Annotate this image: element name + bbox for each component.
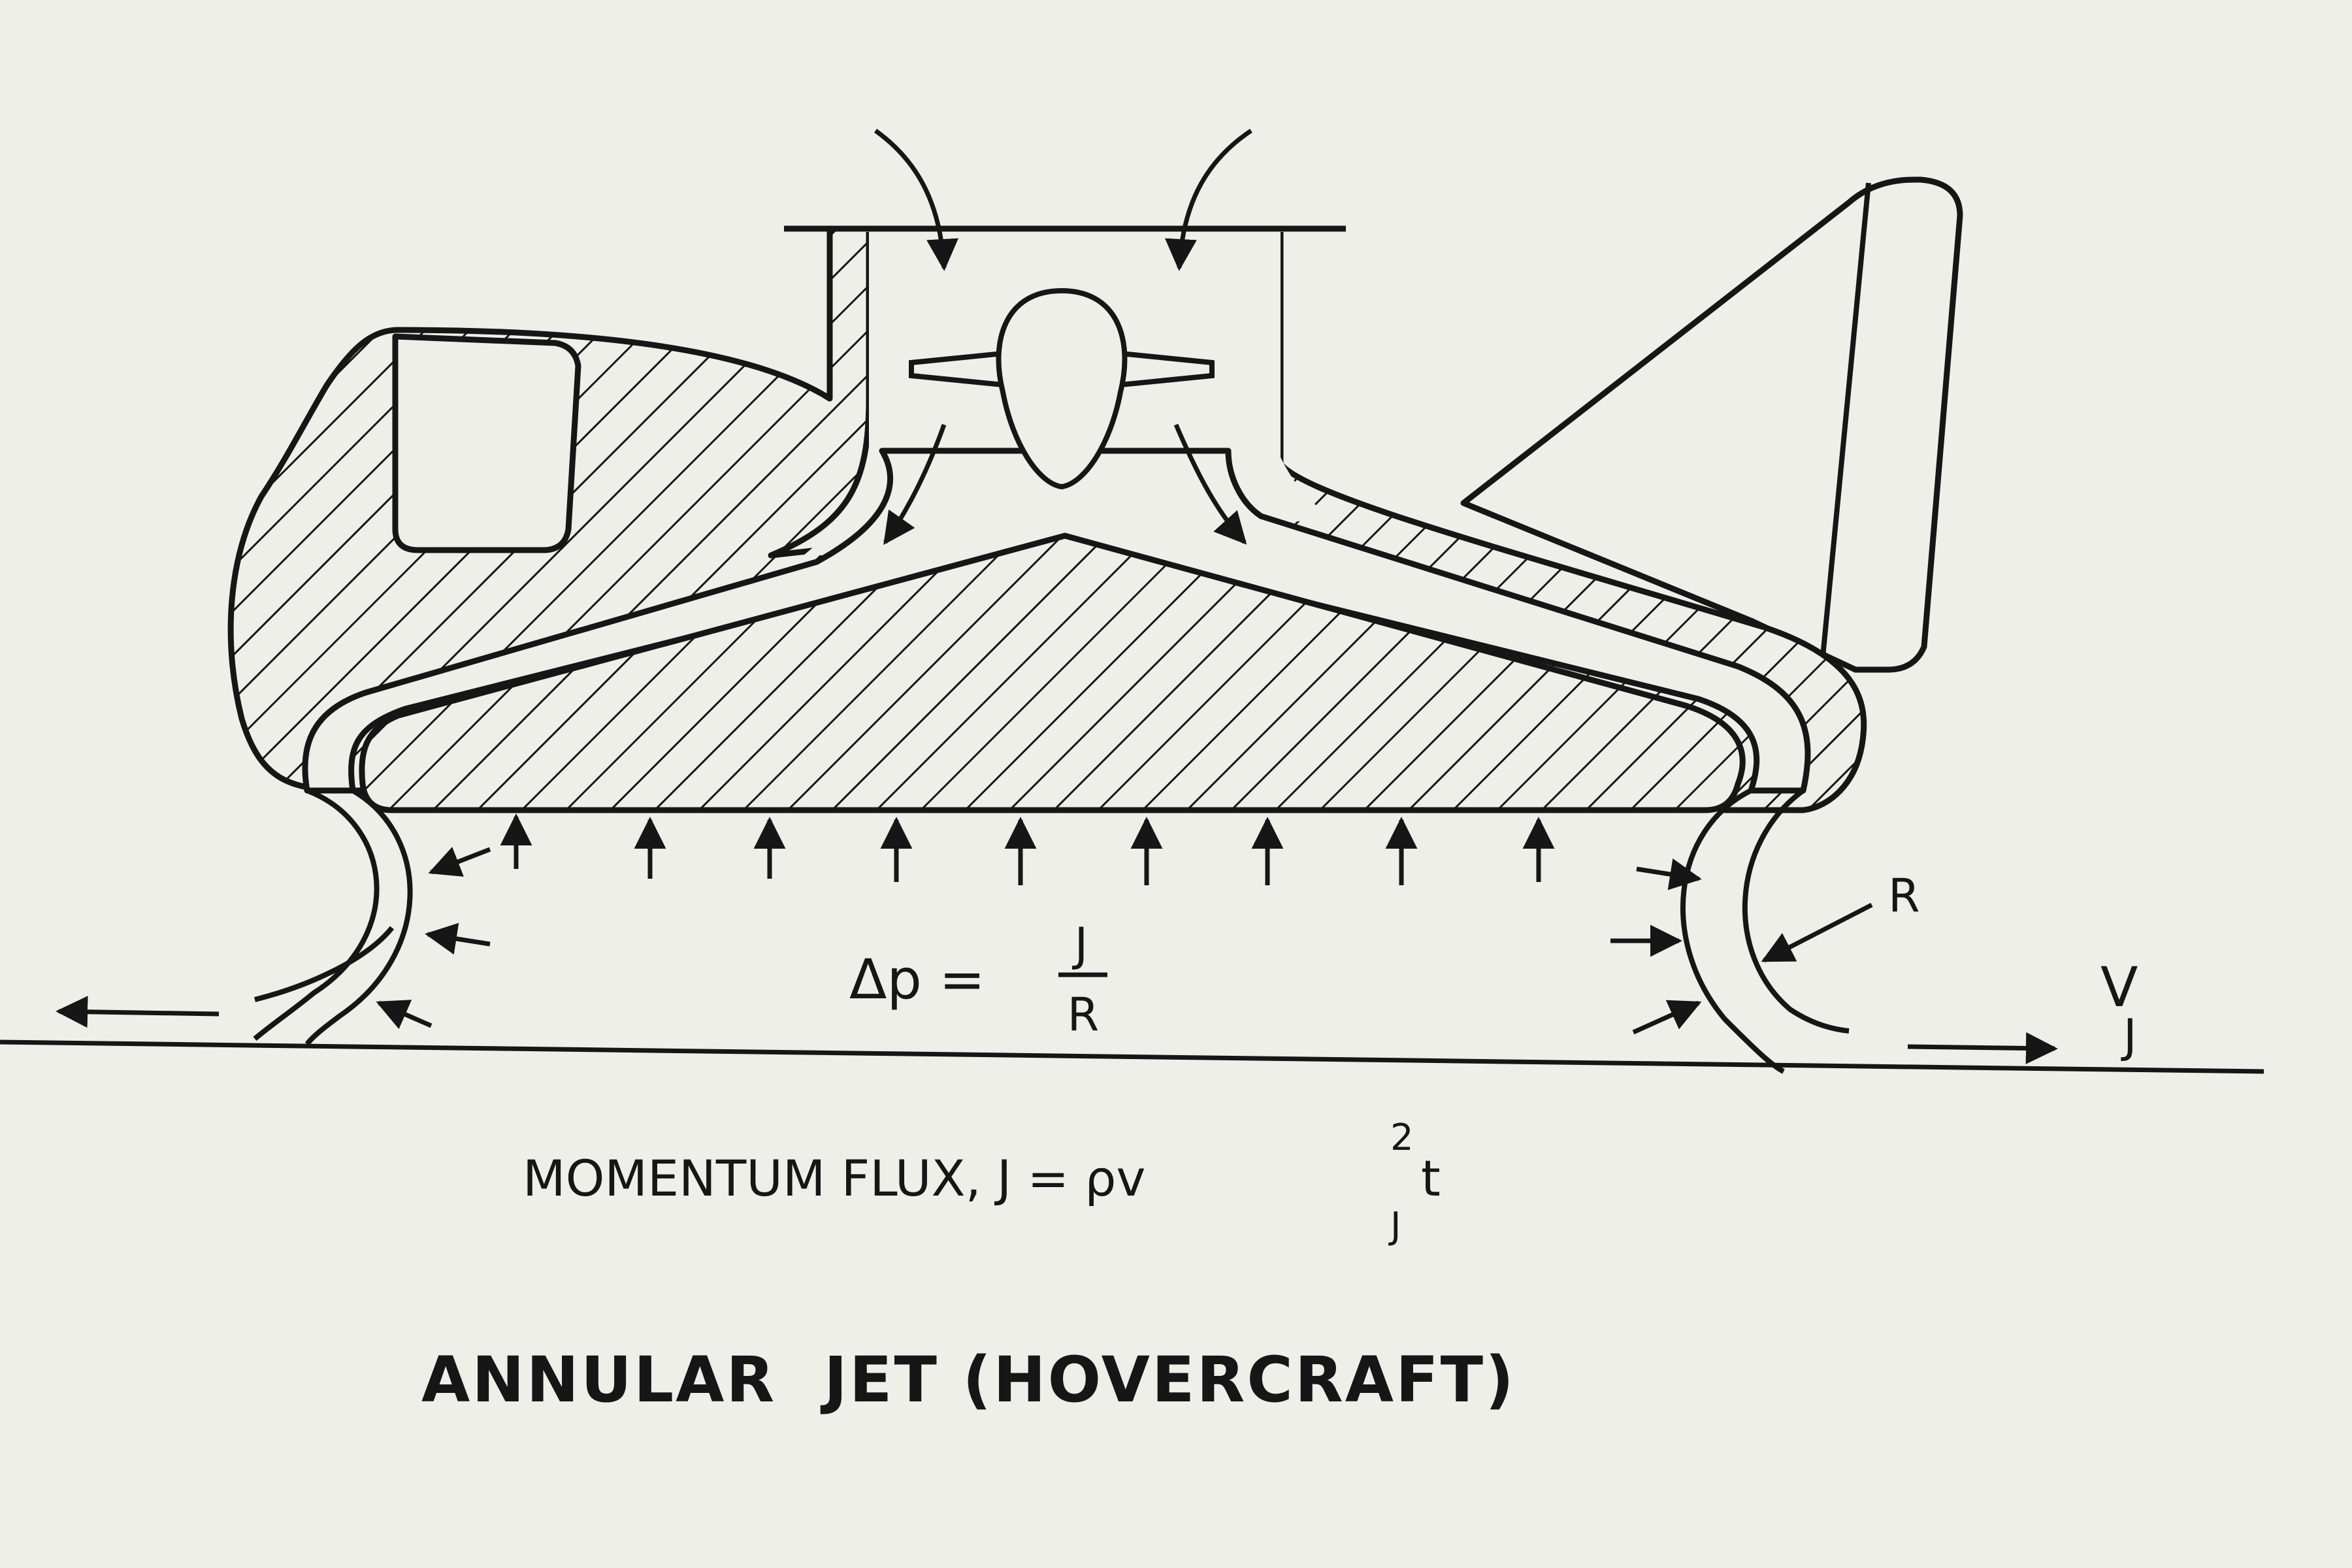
radius-label: R [1888,869,1920,923]
velocity-label: V [2100,955,2138,1019]
right-jet-curtain [1680,788,1785,1074]
cushion-pressure-arrows [500,813,1555,885]
equation-numerator: J [1072,918,1088,972]
cabin-window [392,333,581,553]
momentum-flux-subscript: J [1388,1205,1401,1247]
left-jet-curtain-inner [304,788,413,1046]
left-jet-curtain [253,788,380,1041]
momentum-flux-text: MOMENTUM FLUX, J = ρv [523,1149,1146,1207]
left-jet-exit [254,926,395,1002]
right-outflow-arrow [1907,1032,2058,1064]
equation-denominator: R [1068,988,1100,1041]
radius-leader [1761,902,1873,963]
diagram-title: ANNULAR JET (HOVERCRAFT) [421,1343,1516,1416]
equation-lhs: Δp = [849,947,985,1011]
intake-arrow-left [874,129,959,271]
inner-body [359,532,1746,813]
fan [909,287,1215,490]
intake-arrow-right [1164,129,1252,271]
ground-line [0,1039,2264,1074]
duct-arrow-right [1173,423,1247,545]
velocity-subscript: J [2121,1009,2137,1063]
tail-fin-edge [1820,182,1871,657]
left-outflow-arrow [56,996,220,1028]
curtain-pressure-arrows [376,847,1702,1035]
momentum-flux-suffix: t [1421,1149,1441,1207]
right-jet-curtain-inner [1742,788,1850,1034]
momentum-flux-superscript: 2 [1390,1117,1414,1159]
duct-arrow-left [883,423,947,546]
